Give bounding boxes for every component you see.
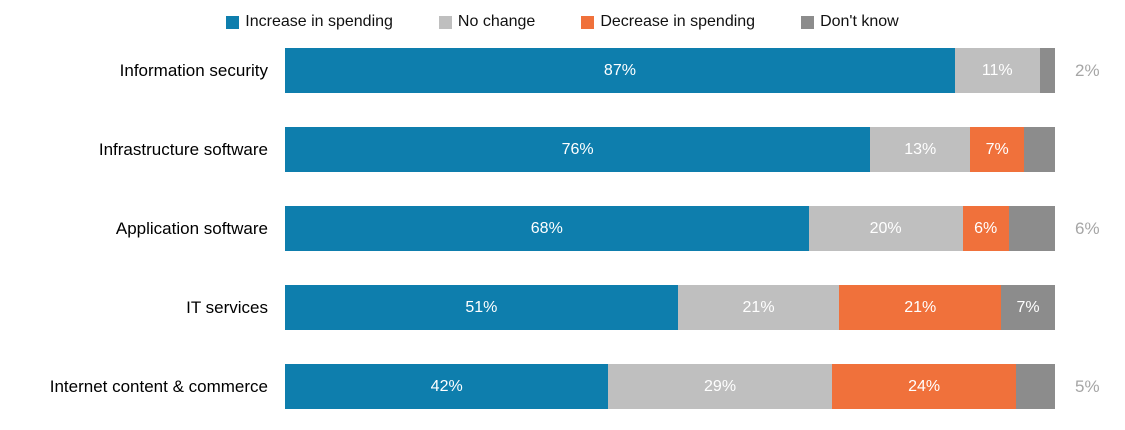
bar-segment-increase: 68% bbox=[285, 206, 809, 251]
bar-track: 51% 21% 21% 7% bbox=[285, 285, 1055, 330]
legend-label: Don't know bbox=[820, 13, 899, 30]
bar-segment-increase: 76% bbox=[285, 127, 871, 172]
segment-value-label: 6% bbox=[974, 219, 998, 237]
bar-segment-no_change: 29% bbox=[608, 364, 832, 409]
bar-segment-decrease: 6% bbox=[962, 206, 1009, 251]
category-label: Application software bbox=[115, 218, 268, 238]
bar-segment-no_change: 21% bbox=[677, 285, 840, 330]
bar-segment-decrease: 24% bbox=[831, 364, 1017, 409]
bar-segment-decrease: 7% bbox=[970, 127, 1025, 172]
bar-track: 42% 29% 24% bbox=[285, 364, 1055, 409]
category-label: Internet content & commerce bbox=[49, 376, 268, 396]
bar-track: 68% 20% 6% bbox=[285, 206, 1055, 251]
segment-value-label: 68% bbox=[530, 219, 563, 237]
bar-row: IT services 51% 21% 21% 7% bbox=[0, 285, 1125, 330]
segment-value-label: 76% bbox=[561, 140, 594, 158]
legend-swatch-decrease bbox=[581, 15, 595, 29]
segment-value-label: 11% bbox=[981, 61, 1013, 79]
chart-legend: Increase in spending No change Decrease in… bbox=[0, 0, 1125, 31]
outside-value-label: 6% bbox=[1075, 218, 1100, 238]
bar-segment-dont_know bbox=[1016, 364, 1055, 409]
bar-track: 76% 13% 7% bbox=[285, 127, 1055, 172]
bar-segment-dont_know bbox=[1008, 206, 1055, 251]
bar-segment-dont_know bbox=[1024, 127, 1055, 172]
legend-swatch-dont_know bbox=[801, 15, 815, 29]
bar-segment-increase: 42% bbox=[285, 364, 609, 409]
segment-value-label: 87% bbox=[603, 61, 636, 79]
legend-swatch-no_change bbox=[438, 15, 452, 29]
segment-value-label: 21% bbox=[742, 298, 775, 316]
segment-value-label: 7% bbox=[985, 140, 1009, 158]
bar-row: Application software 68% 20% 6% 6% bbox=[0, 206, 1125, 251]
segment-value-label: 24% bbox=[908, 377, 941, 395]
legend-item-no_change: No change bbox=[438, 13, 536, 31]
segment-value-label: 51% bbox=[465, 298, 498, 316]
segment-value-label: 20% bbox=[869, 219, 902, 237]
legend-label: Decrease in spending bbox=[600, 13, 756, 30]
bar-segment-increase: 87% bbox=[285, 48, 955, 93]
category-label: IT services bbox=[186, 297, 268, 317]
bar-row: Information security 87% 11% 2% bbox=[0, 48, 1125, 93]
bar-segment-no_change: 20% bbox=[808, 206, 963, 251]
legend-item-dont_know: Don't know bbox=[801, 13, 899, 31]
bar-rows: Information security 87% 11% 2% Infrastructu… bbox=[0, 48, 1125, 409]
segment-value-label: 29% bbox=[704, 377, 737, 395]
bar-row: Infrastructure software 76% 13% 7% bbox=[0, 127, 1125, 172]
category-label: Infrastructure software bbox=[98, 139, 268, 159]
segment-value-label: 42% bbox=[430, 377, 463, 395]
legend-item-increase: Increase in spending bbox=[226, 13, 393, 31]
bar-row: Internet content & commerce 42% 29% 24% 5% bbox=[0, 364, 1125, 409]
legend-label: Increase in spending bbox=[245, 13, 393, 30]
legend-item-decrease: Decrease in spending bbox=[581, 13, 755, 31]
bar-segment-no_change: 11% bbox=[954, 48, 1040, 93]
bar-segment-increase: 51% bbox=[285, 285, 678, 330]
bar-segment-dont_know: 7% bbox=[1001, 285, 1055, 330]
segment-value-label: 7% bbox=[1016, 298, 1040, 316]
outside-value-label: 5% bbox=[1075, 376, 1100, 396]
segment-value-label: 13% bbox=[904, 140, 937, 158]
bar-segment-decrease: 21% bbox=[839, 285, 1002, 330]
segment-value-label: 21% bbox=[904, 298, 937, 316]
bar-segment-no_change: 13% bbox=[870, 127, 971, 172]
bar-segment-dont_know bbox=[1039, 48, 1055, 93]
bar-track: 87% 11% bbox=[285, 48, 1055, 93]
outside-value-label: 2% bbox=[1075, 60, 1100, 80]
legend-label: No change bbox=[457, 13, 536, 30]
legend-swatch-increase bbox=[226, 15, 240, 29]
category-label: Information security bbox=[119, 60, 268, 80]
